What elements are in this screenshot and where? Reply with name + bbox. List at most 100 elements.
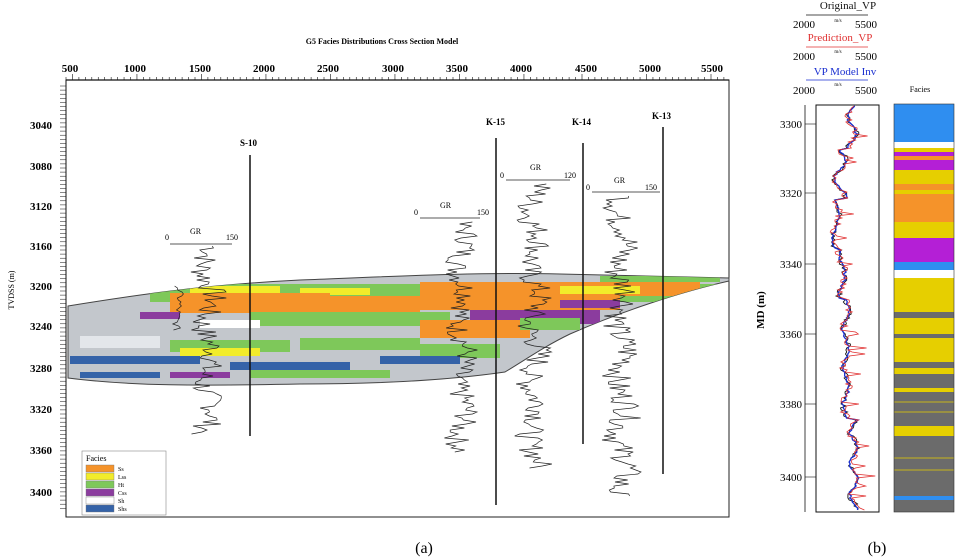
- y-tick-label: 3240: [30, 321, 53, 333]
- legend-swatch: [85, 488, 115, 497]
- legend-swatch: [85, 472, 115, 481]
- facies-band: [894, 238, 954, 262]
- x-tick-label: 4500: [575, 63, 598, 75]
- y-tick-label: 3360: [30, 445, 53, 457]
- well-name: S-10: [240, 138, 258, 148]
- facies-band: [894, 148, 954, 152]
- legend-label: Ht: [118, 483, 124, 489]
- legend-label: Sh: [118, 499, 124, 505]
- vp-model-inv-min: 2000: [793, 85, 816, 97]
- facies-patch-sh: [80, 336, 160, 348]
- facies-band: [894, 388, 954, 392]
- gr-label: GR: [614, 176, 626, 185]
- x-axis-ticks: 500 1000 1500 2000 2500 3000 3500 4000 4…: [62, 63, 724, 75]
- y-tick-label: 3400: [30, 487, 53, 499]
- facies-patch-sh: [200, 320, 260, 328]
- well-name: K-14: [572, 117, 591, 127]
- gr-label: GR: [530, 163, 542, 172]
- facies-band: [894, 496, 954, 500]
- y-tick-label: 3280: [30, 363, 53, 375]
- facies-patch-shs: [80, 372, 160, 378]
- gr-label: GR: [440, 201, 452, 210]
- md-tick-label: 3400: [780, 472, 803, 484]
- y-axis-minor-ticks: [60, 85, 66, 509]
- facies-band: [894, 312, 954, 318]
- well-s-10: S-10 0 150 GR: [165, 138, 258, 436]
- legend-swatch: [85, 496, 115, 505]
- legend-label: Shs: [118, 507, 127, 513]
- facies-patch-ht: [250, 370, 390, 378]
- log-track-frame: [815, 104, 880, 513]
- prediction-vp-max: 5500: [855, 51, 878, 63]
- md-axis-label: MD (m): [755, 291, 767, 329]
- x-tick-label: 2500: [317, 63, 340, 75]
- facies-patch-shs: [230, 362, 350, 370]
- md-tick-label: 3360: [780, 329, 803, 341]
- caption-a: (a): [415, 540, 433, 557]
- x-tick-label: 5500: [701, 63, 724, 75]
- original-vp-min: 2000: [793, 19, 816, 31]
- x-tick-label: 500: [62, 63, 79, 75]
- md-tick-label: 3340: [780, 259, 803, 271]
- well-k-15: K-15 0 150 GR: [414, 117, 505, 505]
- well-log-panel: Original_VP 2000 m/s 5500 Prediction_VP …: [755, 0, 955, 557]
- legend-label: Css: [118, 491, 127, 497]
- y-axis-ticks: 3040 3080 3120 3160 3200 3240 3280 3320 …: [30, 120, 53, 499]
- facies-patch-lss: [180, 348, 260, 356]
- y-tick-label: 3320: [30, 404, 53, 416]
- legend-swatch: [85, 504, 115, 513]
- facies-patch-ht: [600, 276, 720, 282]
- gr-scale-min: 0: [500, 171, 504, 180]
- facies-band: [894, 156, 954, 160]
- x-axis-minor-ticks: [65, 74, 725, 80]
- gr-scale-max: 150: [645, 183, 657, 192]
- facies-patch-ht: [250, 312, 450, 326]
- x-tick-label: 5000: [639, 63, 662, 75]
- gr-scale-max: 150: [477, 208, 489, 217]
- prediction-vp-min: 2000: [793, 51, 816, 63]
- y-tick-label: 3160: [30, 241, 53, 253]
- facies-patch-ht: [520, 318, 580, 330]
- vp-model-inv-label: VP Model Inv: [814, 66, 877, 78]
- x-tick-label: 1000: [124, 63, 147, 75]
- facies-band: [894, 426, 954, 436]
- facies-patch-lss: [190, 286, 280, 294]
- gr-label: GR: [190, 227, 202, 236]
- facies-band: [894, 392, 954, 426]
- facies-column: [894, 104, 954, 512]
- md-tick-label: 3300: [780, 119, 803, 131]
- original-vp-max: 5500: [855, 19, 878, 31]
- legend-label: Lss: [118, 475, 127, 481]
- facies-patch-ss: [420, 320, 530, 338]
- facies-band: [894, 184, 954, 190]
- well-k-14: K-14 0 120 GR: [500, 117, 591, 444]
- facies-patch-ss: [330, 296, 420, 312]
- gr-scale-min: 0: [165, 233, 169, 242]
- facies-patch-shs: [70, 356, 200, 364]
- facies-band: [894, 262, 954, 270]
- legend-label: Ss: [118, 467, 124, 473]
- gr-scale-min: 0: [414, 208, 418, 217]
- gr-log-trace: [514, 183, 553, 469]
- x-tick-label: 2000: [253, 63, 276, 75]
- well-name: K-13: [652, 111, 671, 121]
- well-k-13: K-13 0 150 GR: [586, 111, 671, 474]
- well-name: K-15: [486, 117, 505, 127]
- facies-patch-lss: [560, 286, 640, 294]
- facies-band: [894, 170, 954, 184]
- facies-column-frame: [893, 103, 955, 513]
- x-tick-label: 4000: [510, 63, 533, 75]
- gr-scale-max: 120: [564, 171, 576, 180]
- facies-band: [894, 500, 954, 512]
- facies-band: [894, 152, 954, 156]
- facies-band: [894, 436, 954, 496]
- y-axis-label: TVDSS (m): [7, 270, 16, 309]
- facies-column-label: Facies: [910, 85, 930, 94]
- facies-band: [894, 142, 954, 148]
- facies-patch-ht: [420, 344, 500, 358]
- facies-band: [894, 270, 954, 278]
- cross-section-panel: G5 Facies Distributions Cross Section Mo…: [7, 37, 730, 557]
- facies-patches: [70, 276, 729, 378]
- caption-b: (b): [868, 540, 887, 557]
